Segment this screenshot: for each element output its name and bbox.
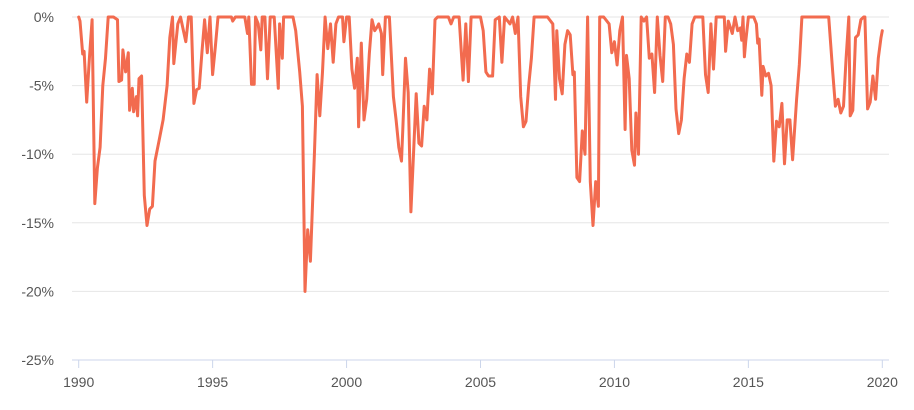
x-tick-label: 2005 [465, 374, 496, 390]
x-tick-label: 2010 [599, 374, 630, 390]
x-tick-label: 1990 [63, 374, 94, 390]
y-axis-labels: 0% -5% -10% -15% -20% -25% [21, 9, 54, 368]
drawdown-series-line [77, 15, 884, 293]
y-tick-label: -20% [21, 283, 54, 299]
y-tick-label: -25% [21, 352, 54, 368]
y-tick-label: 0% [34, 9, 54, 25]
y-tick-label: -15% [21, 215, 54, 231]
y-tick-label: -10% [21, 146, 54, 162]
x-axis-labels: 1990 1995 2000 2005 2010 2015 2020 [63, 374, 898, 390]
x-tick-label: 2015 [733, 374, 764, 390]
x-tick-label: 1995 [197, 374, 228, 390]
x-axis-ticks [78, 360, 883, 368]
grid-lines [72, 16, 889, 292]
y-tick-label: -5% [29, 78, 54, 94]
x-tick-label: 2020 [867, 374, 898, 390]
x-tick-label: 2000 [331, 374, 362, 390]
